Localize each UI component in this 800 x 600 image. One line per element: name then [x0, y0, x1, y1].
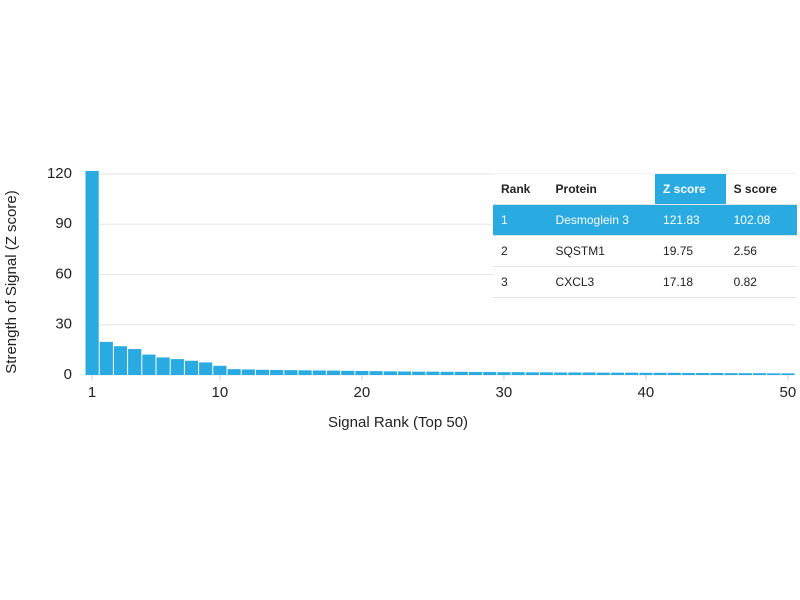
x-tick-label: 10: [212, 384, 229, 401]
bar: [241, 369, 255, 375]
bar: [142, 354, 156, 375]
bar: [610, 372, 625, 375]
table-cell: 121.83: [655, 204, 726, 236]
bar: [113, 346, 128, 375]
header-cell: S score: [725, 174, 797, 205]
bar: [156, 357, 170, 375]
bar: [667, 372, 681, 375]
y-axis-title: Strength of Signal (Z score): [3, 190, 20, 373]
y-tick-label: 30: [55, 316, 72, 333]
table-cell: CXCL3: [547, 266, 656, 298]
x-tick-label: 1: [88, 384, 96, 401]
table-row: 1 Desmoglein 3 121.83 102.08: [493, 204, 797, 236]
bar: [596, 372, 610, 375]
bar: [653, 372, 667, 375]
y-tick-label: 60: [55, 265, 72, 282]
bar: [412, 371, 426, 375]
table-cell: 1: [493, 204, 548, 236]
bar: [738, 373, 752, 375]
header-cell: Z score: [655, 174, 726, 205]
bar: [355, 370, 369, 375]
bar: [724, 373, 738, 375]
table-row: 2 SQSTM1 19.75 2.56: [493, 235, 797, 267]
bar: [184, 360, 199, 375]
bar: [369, 371, 383, 375]
bar: [468, 371, 483, 375]
bar: [568, 372, 582, 375]
bar: [681, 372, 696, 375]
bar: [639, 372, 653, 375]
table-cell: 2.56: [725, 235, 797, 267]
x-tick-label: 50: [780, 384, 797, 401]
bar: [213, 365, 227, 375]
bar: [752, 373, 767, 375]
bar: [554, 372, 568, 375]
table-cell: 102.08: [725, 204, 797, 236]
bar: [383, 371, 397, 375]
bar: [426, 371, 440, 375]
y-tick-label: 120: [47, 165, 72, 182]
bar: [781, 373, 795, 375]
bar: [525, 372, 539, 375]
bar: [284, 370, 298, 375]
bar: [326, 370, 341, 375]
bar: [255, 369, 270, 375]
bar: [397, 371, 412, 375]
x-axis-title: Signal Rank (Top 50): [328, 414, 468, 431]
bar: [710, 372, 724, 375]
bar: [625, 372, 639, 375]
table-cell: 17.18: [655, 266, 726, 298]
bar: [227, 369, 241, 375]
x-tick-label: 20: [354, 384, 371, 401]
bar: [99, 341, 113, 375]
header-cell: Protein: [547, 174, 656, 205]
bar: [170, 359, 184, 375]
bar: [539, 372, 554, 375]
bar: [270, 369, 284, 375]
table-cell: 3: [493, 266, 548, 298]
table-row: 3 CXCL3 17.18 0.82: [493, 266, 797, 298]
bar: [312, 370, 326, 375]
header-cell: Rank: [493, 174, 548, 205]
table-cell: 0.82: [725, 266, 797, 298]
bar: [341, 370, 355, 375]
bar: [696, 372, 710, 375]
x-tick-label: 30: [496, 384, 513, 401]
bar: [767, 373, 781, 375]
table-cell: SQSTM1: [547, 235, 656, 267]
table-cell: Desmoglein 3: [547, 204, 656, 236]
table-cell: 19.75: [655, 235, 726, 267]
bar: [199, 362, 213, 375]
bar: [497, 372, 511, 375]
bar: [582, 372, 596, 375]
table-cell: 2: [493, 235, 548, 267]
bar: [483, 371, 497, 375]
bar: [128, 349, 142, 375]
bar: [440, 371, 454, 375]
y-tick-label: 90: [55, 215, 72, 232]
signal-table: Rank Protein Z score S score 1 Desmoglein 3 12…: [493, 174, 797, 298]
bar: [454, 371, 468, 375]
y-tick-label: 0: [64, 366, 72, 383]
bar: [511, 372, 525, 375]
x-tick-label: 40: [638, 384, 655, 401]
bar: [85, 170, 99, 375]
bar: [298, 370, 312, 375]
header-row: Rank Protein Z score S score: [493, 174, 797, 205]
